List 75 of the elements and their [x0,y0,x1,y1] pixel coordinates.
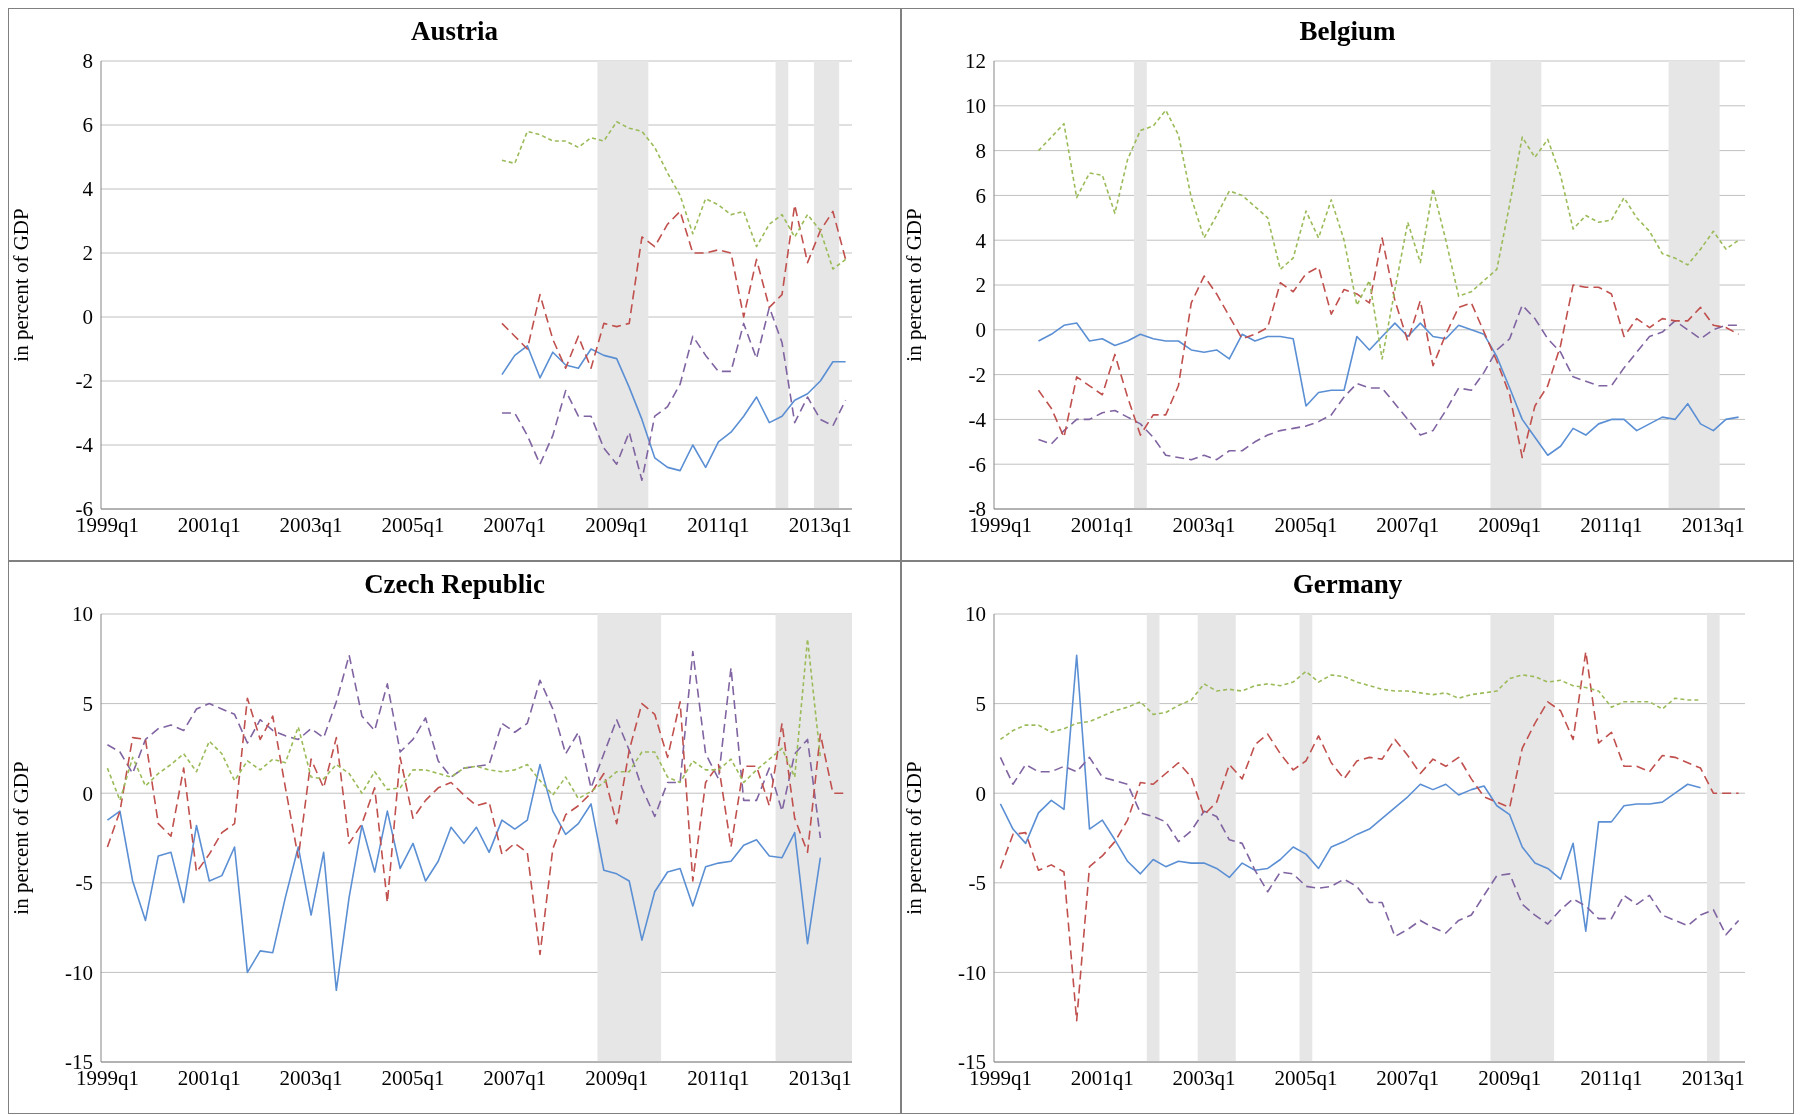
y-tick-label: 10 [965,602,986,627]
x-tick-label: 2007q1 [1376,1065,1440,1090]
x-tick-label: 2009q1 [1478,512,1542,537]
x-tick-label: 2001q1 [1070,1065,1134,1090]
y-tick-label: -6 [968,452,986,477]
line-series [999,654,1702,932]
x-tick-label: 2005q1 [1274,512,1338,537]
x-tick-label: 2001q1 [1070,512,1134,537]
x-tick-label: 2011q1 [687,512,750,537]
chart-title: Belgium [1299,16,1396,46]
y-axis-title: in percent of GDP [902,208,927,362]
chart-title: Germany [1292,569,1403,599]
y-axis-title: in percent of GDP [9,761,34,915]
line-series [106,763,822,992]
chart-title: Czech Republic [364,569,545,599]
x-tick-label: 2009q1 [1478,1065,1542,1090]
y-axis-title: in percent of GDP [9,208,34,362]
line-series [106,638,822,802]
line-series [501,345,847,472]
x-tick-label: 2007q1 [483,1065,547,1090]
y-tick-label: -5 [75,871,93,896]
y-tick-label: 0 [82,781,93,806]
line-series [999,650,1740,1022]
y-tick-label: 2 [975,273,986,298]
y-tick-label: -2 [968,363,986,388]
y-tick-label: 0 [82,305,93,330]
x-tick-label: 2005q1 [381,512,445,537]
x-tick-label: 2009q1 [585,512,649,537]
x-tick-label: 2005q1 [381,1065,445,1090]
x-tick-label: 2003q1 [1172,512,1236,537]
line-series [1037,237,1740,459]
y-tick-label: 2 [82,241,93,266]
x-tick-label: 2013q1 [788,1065,852,1090]
y-tick-label: -10 [958,960,986,985]
x-tick-label: 2003q1 [279,512,343,537]
line-series [501,306,847,481]
y-tick-label: -4 [75,433,94,458]
x-tick-label: 2007q1 [483,512,547,537]
y-tick-label: 10 [965,94,986,119]
y-tick-label: -10 [65,960,93,985]
y-tick-label: 12 [965,49,986,74]
y-tick-label: 0 [975,781,986,806]
x-tick-label: 2005q1 [1274,1065,1338,1090]
y-tick-label: 5 [82,692,93,717]
line-series [1037,109,1740,360]
x-tick-label: 2007q1 [1376,512,1440,537]
x-tick-label: 2003q1 [1172,1065,1236,1090]
y-tick-label: -4 [968,407,987,432]
line-series [999,756,1740,938]
y-tick-label: 8 [975,139,986,164]
line-series [501,121,847,270]
y-tick-label: 6 [82,113,93,138]
x-tick-label: 2009q1 [585,1065,649,1090]
x-tick-label: 2011q1 [1580,1065,1643,1090]
x-tick-label: 2013q1 [788,512,852,537]
y-tick-label: -2 [75,369,93,394]
x-tick-label: 2003q1 [279,1065,343,1090]
y-tick-label: -5 [968,871,986,896]
y-tick-label: 4 [975,228,987,253]
y-axis-title: in percent of GDP [902,761,927,915]
y-tick-label: 5 [975,692,986,717]
y-tick-label: 6 [975,183,986,208]
chart-title: Austria [411,16,498,46]
x-tick-label: 2013q1 [1681,512,1745,537]
x-tick-label: 2011q1 [1580,512,1643,537]
x-tick-label: 2001q1 [177,512,241,537]
x-tick-label: 2001q1 [177,1065,241,1090]
x-tick-label: 2011q1 [687,1065,750,1090]
line-series [501,204,847,369]
x-tick-label: 2013q1 [1681,1065,1745,1090]
line-series [106,650,822,839]
y-tick-label: 0 [975,318,986,343]
y-tick-label: 4 [82,177,94,202]
y-tick-label: 10 [72,602,93,627]
y-tick-label: 8 [82,49,93,74]
